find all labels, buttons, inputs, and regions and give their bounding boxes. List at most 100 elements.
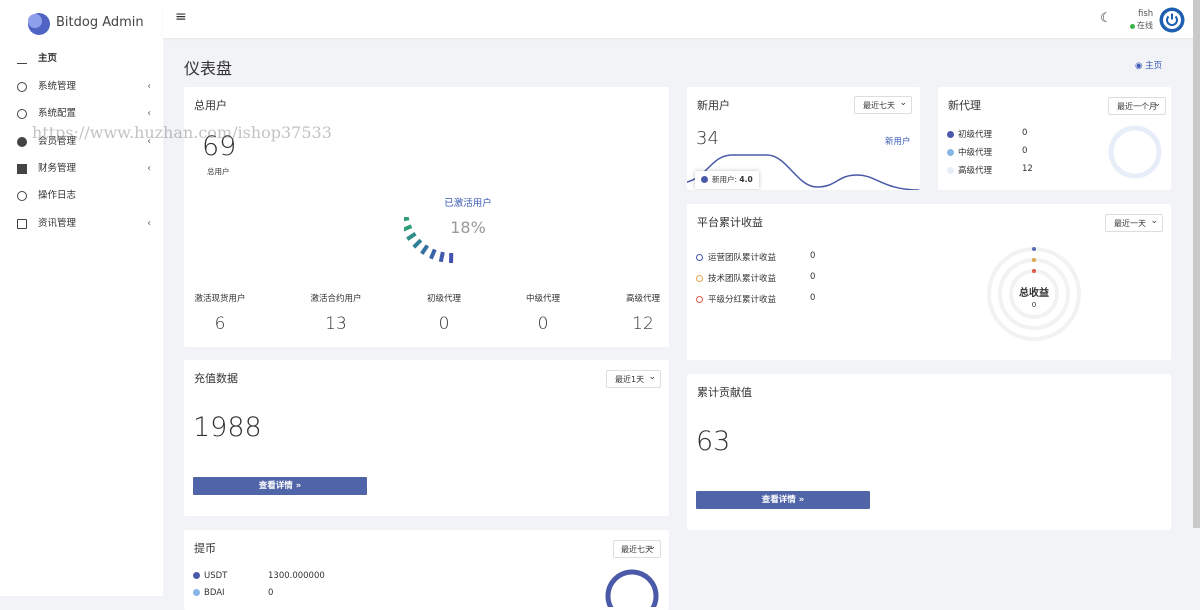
legend-label: 平级分红累计收益 xyxy=(708,295,776,305)
nav-label: 系统管理 xyxy=(38,81,76,92)
gauge-dash xyxy=(414,240,421,247)
nav-label: 财务管理 xyxy=(38,163,76,174)
gauge-dash xyxy=(404,226,411,230)
legend-dot xyxy=(947,149,954,156)
stat-label: 中级代理 xyxy=(493,292,593,304)
legend-item: 平级分红累计收益 xyxy=(696,293,776,305)
nav-item[interactable]: 系统配置‹ xyxy=(0,103,163,125)
contribution-value: 63 xyxy=(696,426,730,457)
center-value: 0 xyxy=(986,301,1082,309)
total-value: 69 xyxy=(202,131,236,162)
legend-item: 运营团队累计收益 xyxy=(696,251,776,263)
scrollbar[interactable] xyxy=(1193,0,1200,528)
total-caption: 总用户 xyxy=(207,166,230,177)
stat-value: 12 xyxy=(593,314,693,334)
legend-value: 0 xyxy=(268,588,273,598)
legend-dot xyxy=(947,167,954,174)
card-title: 平台累计收益 xyxy=(697,214,763,230)
stat-value: 6 xyxy=(170,314,270,334)
new-users-card: 新用户 最近七天 34 新用户 新用户: 4.0 xyxy=(687,87,920,190)
nav-item[interactable]: 资讯管理‹ xyxy=(0,213,163,235)
filter-select[interactable]: 最近一天 xyxy=(1105,214,1163,232)
filter-select[interactable]: 最近1天 xyxy=(606,370,661,388)
gauge-dash xyxy=(407,234,415,240)
nav-item[interactable]: 操作日志 xyxy=(0,185,163,207)
breadcrumb[interactable]: ◉ 主页 xyxy=(1135,59,1162,71)
stat-label: 激活合约用户 xyxy=(286,292,386,304)
tooltip: 新用户: 4.0 xyxy=(695,171,759,189)
new-users-value: 34 xyxy=(696,128,719,149)
stat-value: 0 xyxy=(493,314,593,334)
card-title: 累计贡献值 xyxy=(697,384,752,400)
card-title: 新用户 xyxy=(697,97,730,113)
recharge-card: 充值数据 最近1天 1988 查看详情 » xyxy=(184,360,669,516)
nav-item[interactable]: 会员管理‹ xyxy=(0,131,163,153)
nav-item[interactable]: 主页 xyxy=(0,48,163,70)
nav-label: 会员管理 xyxy=(38,136,76,147)
detail-button[interactable]: 查看详情 » xyxy=(193,477,367,495)
legend-ring xyxy=(696,296,703,303)
legend-item: 中级代理 xyxy=(947,146,992,158)
legend-item: 技术团队累计收益 xyxy=(696,272,776,284)
legend-dot xyxy=(193,589,200,596)
page-title: 仪表盘 xyxy=(184,55,232,79)
card-title: 充值数据 xyxy=(194,370,238,386)
avatar[interactable] xyxy=(1159,7,1185,33)
status-text: 在线 xyxy=(1137,21,1153,30)
logo xyxy=(27,12,51,36)
legend-item: 初级代理 xyxy=(947,128,992,140)
legend-label: BDAI xyxy=(204,588,225,598)
legend-item: USDT xyxy=(193,571,227,581)
legend-item: 高级代理 xyxy=(947,164,992,176)
legend-dot xyxy=(193,572,200,579)
legend-ring xyxy=(696,254,703,261)
legend-label: 运营团队累计收益 xyxy=(708,253,776,263)
gauge-dash xyxy=(431,250,435,259)
card-title: 总用户 xyxy=(194,97,227,113)
topbar: ≡ ☾ fish 在线 xyxy=(163,0,1200,38)
tooltip-label: 新用户: xyxy=(712,175,737,184)
stat-value: 13 xyxy=(286,314,386,334)
donut xyxy=(603,567,661,607)
brand: Bitdog Admin xyxy=(56,15,144,30)
legend-value: 0 xyxy=(810,293,815,303)
contribution-card: 累计贡献值 63 查看详情 » xyxy=(687,374,1171,530)
stat-label: 激活现货用户 xyxy=(170,292,270,304)
nav-item[interactable]: 系统管理‹ xyxy=(0,76,163,98)
income-card: 平台累计收益 最近一天 运营团队累计收益0技术团队累计收益0平级分红累计收益0 … xyxy=(687,204,1171,360)
nav-label: 主页 xyxy=(38,53,57,64)
legend-dot xyxy=(947,131,954,138)
nav-item[interactable]: 财务管理‹ xyxy=(0,158,163,180)
legend-label: 初级代理 xyxy=(958,130,992,140)
nav-label: 资讯管理 xyxy=(38,218,76,229)
legend-value: 1300.000000 xyxy=(268,571,325,581)
filter-select[interactable]: 最近一个月 xyxy=(1108,97,1166,115)
nav-label: 系统配置 xyxy=(38,108,76,119)
legend-value: 0 xyxy=(1022,128,1027,138)
gauge-dash xyxy=(441,252,443,262)
legend-label: 中级代理 xyxy=(958,148,992,158)
new-users-label: 新用户 xyxy=(885,135,911,147)
legend-label: USDT xyxy=(204,571,227,581)
nav-label: 操作日志 xyxy=(38,190,76,201)
detail-button[interactable]: 查看详情 » xyxy=(696,491,870,509)
menu-toggle[interactable]: ≡ xyxy=(175,9,187,25)
sidebar: Bitdog Admin 主页 系统管理‹ 系统配置‹ 会员管理‹ 财务管理‹ … xyxy=(0,0,163,596)
theme-toggle[interactable]: ☾ xyxy=(1100,11,1112,26)
stat-label: 高级代理 xyxy=(593,292,693,304)
legend-value: 0 xyxy=(810,251,815,261)
breadcrumb-text: 主页 xyxy=(1145,61,1162,71)
legend-ring xyxy=(696,275,703,282)
gauge-dash xyxy=(404,218,409,220)
stat-value: 0 xyxy=(394,314,494,334)
gauge xyxy=(404,217,484,277)
filter-select[interactable]: 最近七天 xyxy=(613,540,661,558)
gauge-dash xyxy=(422,245,428,253)
recharge-value: 1988 xyxy=(193,412,262,443)
tooltip-value: 4.0 xyxy=(739,175,752,184)
card-title: 新代理 xyxy=(948,97,981,113)
filter-select[interactable]: 最近七天 xyxy=(854,96,912,114)
